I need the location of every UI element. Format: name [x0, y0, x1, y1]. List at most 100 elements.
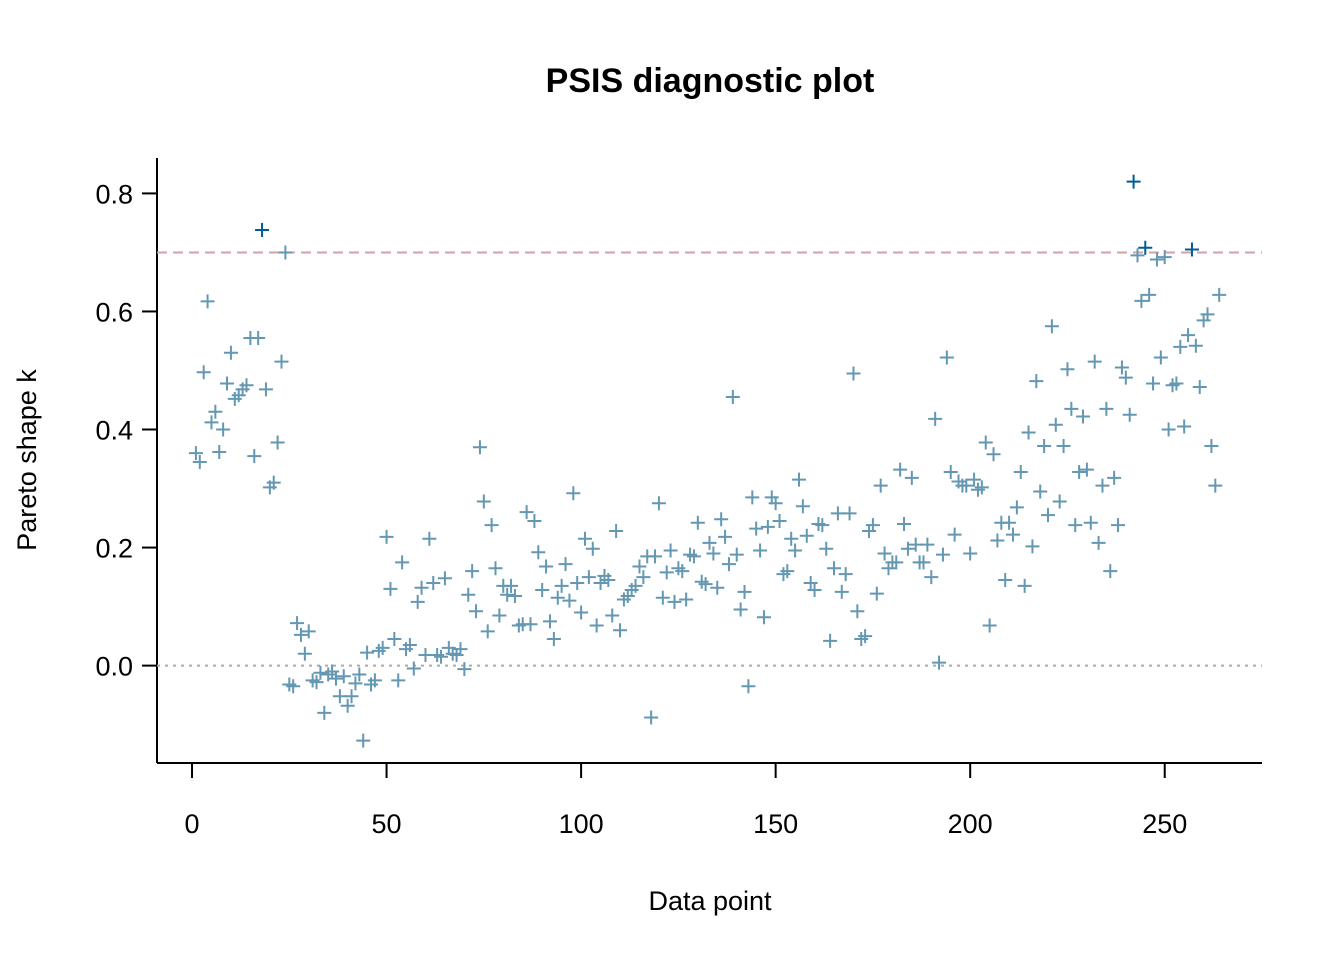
- data-point: [943, 465, 958, 480]
- y-tick-label: 0.0: [95, 652, 133, 682]
- data-point: [1064, 401, 1079, 416]
- data-point: [1068, 518, 1083, 533]
- data-point: [523, 617, 538, 632]
- x-tick-label: 0: [185, 809, 200, 839]
- data-point: [644, 710, 659, 725]
- data-point: [274, 354, 289, 369]
- data-point: [247, 449, 262, 464]
- data-point: [846, 366, 861, 381]
- data-point: [900, 541, 915, 556]
- data-point: [426, 575, 441, 590]
- data-point: [865, 518, 880, 533]
- data-point: [1122, 407, 1137, 422]
- data-point: [850, 604, 865, 619]
- data-point: [356, 733, 371, 748]
- data-point: [441, 640, 456, 655]
- data-point: [679, 592, 694, 607]
- data-point: [1033, 484, 1048, 499]
- data-point: [1142, 287, 1157, 302]
- data-point: [1208, 478, 1223, 493]
- data-point: [1029, 374, 1044, 389]
- data-point: [776, 567, 791, 582]
- data-point: [402, 637, 417, 652]
- data-point: [1126, 174, 1141, 189]
- x-axis-label: Data point: [648, 886, 772, 916]
- data-point: [527, 514, 542, 528]
- data-point: [293, 627, 308, 642]
- data-point: [1212, 287, 1227, 302]
- data-point: [1157, 250, 1172, 265]
- data-point: [939, 350, 954, 365]
- data-point: [834, 584, 849, 599]
- data-point: [500, 587, 515, 602]
- data-point: [721, 557, 736, 572]
- data-point: [492, 608, 507, 623]
- data-point: [266, 475, 281, 490]
- data-point: [838, 567, 853, 582]
- plot-area: 0.0 0.2 0.4 0.6 0.8 0 50 100 150 200 250: [95, 158, 1262, 839]
- data-point: [889, 555, 904, 570]
- data-point: [1017, 578, 1032, 593]
- data-point: [593, 575, 608, 590]
- data-point: [862, 524, 877, 539]
- data-point: [990, 533, 1005, 548]
- data-point: [422, 531, 437, 546]
- data-point: [1025, 539, 1040, 554]
- x-tick-label: 100: [559, 809, 604, 839]
- data-point: [461, 587, 476, 602]
- data-point: [904, 470, 919, 485]
- data-point: [1169, 376, 1184, 391]
- data-point: [963, 546, 978, 561]
- data-point: [986, 447, 1001, 462]
- data-point: [562, 593, 577, 608]
- data-point: [788, 543, 803, 558]
- data-point: [1076, 409, 1091, 424]
- data-point: [469, 604, 484, 619]
- data-point: [733, 602, 748, 617]
- data-point: [811, 516, 826, 531]
- data-point: [760, 519, 775, 534]
- data-point: [465, 564, 480, 579]
- y-tick-label: 0.8: [95, 179, 133, 209]
- data-point: [550, 590, 565, 605]
- data-point: [998, 573, 1013, 588]
- data-point: [601, 573, 616, 588]
- data-point: [457, 662, 472, 677]
- data-point: [1095, 478, 1110, 493]
- data-point: [332, 689, 347, 704]
- data-point: [1002, 515, 1017, 530]
- data-point: [231, 388, 246, 403]
- data-point: [628, 578, 643, 593]
- data-point: [694, 574, 709, 589]
- x-tick-label: 200: [948, 809, 993, 839]
- data-point: [706, 546, 721, 561]
- data-point: [367, 673, 382, 688]
- data-point: [453, 642, 468, 657]
- data-point: [1099, 401, 1114, 416]
- data-point: [313, 665, 328, 680]
- data-point: [710, 580, 725, 595]
- data-point: [391, 673, 406, 688]
- data-point: [675, 564, 690, 579]
- data-point: [360, 645, 375, 660]
- data-point: [632, 559, 647, 574]
- data-point: [807, 583, 822, 598]
- data-point: [255, 223, 270, 238]
- data-point: [803, 575, 818, 590]
- data-point: [589, 618, 604, 633]
- data-point: [212, 444, 227, 459]
- data-point: [683, 547, 698, 562]
- data-point: [920, 537, 935, 552]
- data-point: [344, 689, 359, 704]
- data-point: [383, 581, 398, 596]
- data-point: [1111, 518, 1126, 533]
- y-axis-label: Pareto shape k: [12, 369, 42, 551]
- data-point: [659, 565, 674, 580]
- data-point: [301, 624, 316, 639]
- data-point: [1072, 465, 1087, 480]
- data-point: [379, 529, 394, 544]
- data-point: [1161, 422, 1176, 437]
- data-point: [539, 559, 554, 574]
- data-point: [780, 564, 795, 579]
